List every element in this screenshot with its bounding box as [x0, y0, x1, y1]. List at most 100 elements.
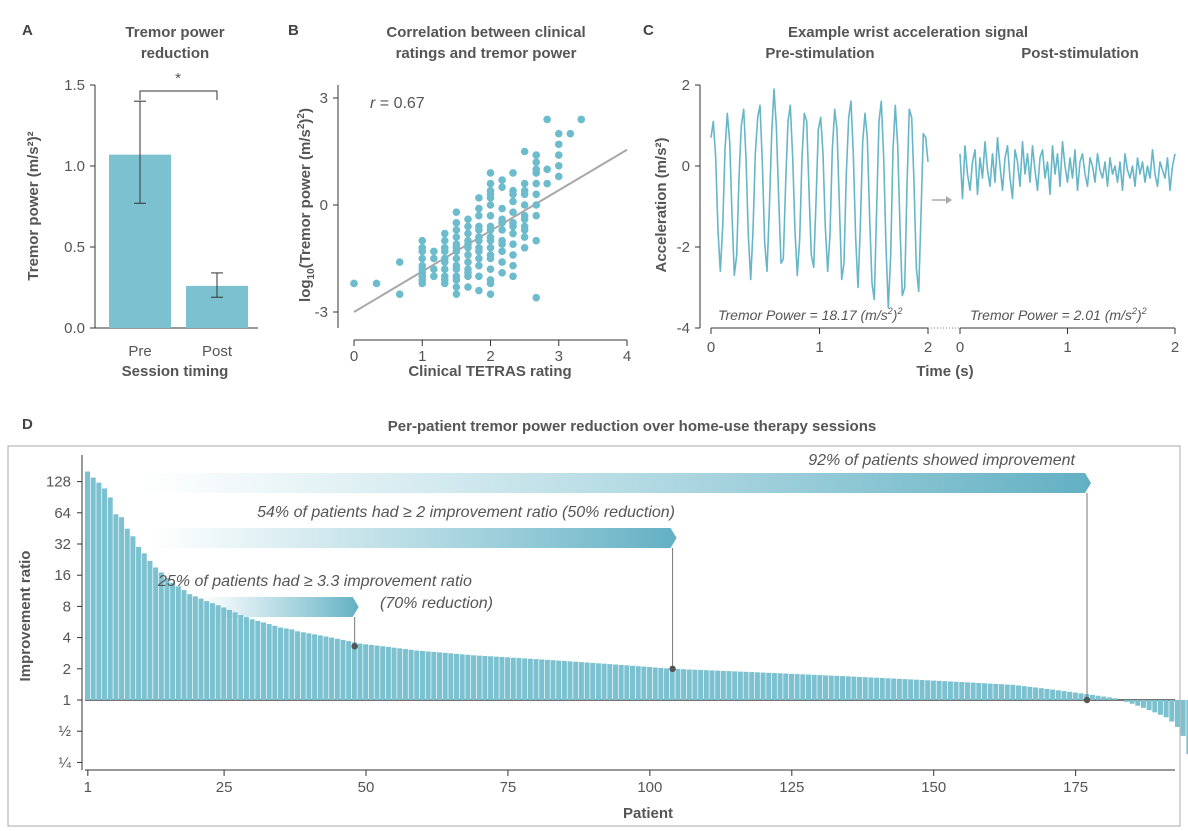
panel-d-bar: [340, 639, 346, 700]
panel-d-bar: [1123, 700, 1129, 702]
panel-d-bar: [709, 670, 715, 700]
panel-b-point: [475, 247, 483, 256]
panel-b-point: [452, 219, 461, 227]
panel-d-bar: [192, 596, 198, 700]
panel-c-ytick-label: -2: [677, 239, 690, 256]
panel-b-title-line-1: Correlation between clinical: [386, 24, 585, 41]
panel-b-point: [498, 204, 506, 213]
panel-b-point: [475, 236, 483, 245]
correlation-r: r = 0.67: [370, 95, 425, 112]
panel-d-bar: [868, 677, 874, 700]
post-stimulation-label: Post-stimulation: [1021, 45, 1139, 62]
panel-d-bar: [953, 681, 959, 700]
panel-b-point: [475, 254, 483, 263]
panel-d-bar: [295, 631, 301, 700]
panel-b-point: [498, 176, 506, 184]
panel-d-ytick-label: ½: [58, 723, 71, 740]
panel-b-point: [498, 219, 506, 227]
panel-a-xlabel: Session timing: [122, 363, 229, 380]
panel-d-bar: [90, 477, 96, 700]
panel-b-point: [532, 190, 541, 199]
panel-c-xtick-label: 1: [1063, 339, 1071, 356]
panel-d-title: Per-patient tremor power reduction over …: [388, 418, 876, 435]
panel-d-bar: [510, 657, 516, 700]
panel-b-point: [440, 276, 449, 284]
panel-d-bar: [374, 645, 380, 700]
annotation-marker-3: [351, 643, 358, 650]
panel-d-bar: [215, 605, 221, 700]
panel-d-bar: [976, 682, 982, 700]
panel-b-point: [464, 251, 472, 259]
annotation-25-percent-line-2: (70% reduction): [380, 595, 493, 612]
panel-d-bar: [783, 673, 789, 700]
panel-b-xtick-label: 4: [623, 348, 631, 365]
panel-d-bar: [368, 644, 374, 700]
panel-d-bar: [925, 680, 931, 700]
panel-c-ylabel: Acceleration (m/s²): [653, 137, 670, 272]
panel-d-bar: [493, 656, 499, 700]
panel-c-transition-arrow-head: [946, 196, 952, 204]
panel-b-point: [440, 236, 449, 245]
panel-b-point: [486, 251, 495, 259]
panel-b-title-line-2: ratings and tremor power: [396, 45, 577, 62]
panel-d-bar: [1027, 686, 1033, 700]
panel-label-a: A: [22, 22, 33, 39]
panel-d-ytick-label: ¼: [58, 754, 71, 771]
panel-c-xtick-label: 0: [956, 339, 964, 356]
annotation-54-percent: 54% of patients had ≥ 2 improvement rati…: [257, 504, 675, 521]
panel-d-bar: [817, 675, 823, 700]
panel-d-bar: [1157, 700, 1163, 715]
panel-d-bar: [505, 657, 511, 700]
panel-b-point: [486, 201, 495, 209]
panel-d-bar: [1033, 687, 1039, 700]
panel-d-bar: [226, 609, 232, 700]
panel-a-ytick-label: 0.5: [64, 239, 85, 256]
panel-b-ytick-label: 0: [320, 197, 328, 214]
panel-label-b: B: [288, 22, 299, 39]
panel-d-bar: [260, 622, 266, 700]
panel-d-bar: [238, 615, 244, 700]
panel-b-point: [440, 229, 449, 238]
panel-d-bar: [578, 662, 584, 700]
panel-b-point: [532, 293, 541, 302]
panel-d-bar: [1146, 700, 1152, 711]
panel-d-bar: [675, 669, 681, 700]
panel-b-point: [475, 204, 483, 213]
panel-d-bar: [357, 643, 363, 700]
panel-b-point: [452, 254, 461, 263]
panel-b-point: [543, 115, 551, 124]
panel-d-bar: [919, 679, 925, 700]
panel-b-axes: 0 1 2 3 4 -3 0 3: [315, 85, 631, 365]
panel-a-ytick-label: 1.0: [64, 158, 85, 175]
panel-d-bar: [647, 667, 653, 700]
panel-c-xlabel: Time (s): [916, 363, 973, 380]
panel-d-bar: [715, 670, 721, 700]
panel-d-bar: [891, 678, 897, 700]
panel-b-point: [509, 251, 517, 259]
panel-c-xtick-label: 1: [815, 339, 823, 356]
panel-d-bar: [703, 670, 709, 700]
panel-d-bar: [584, 662, 590, 700]
panel-b-point: [554, 129, 563, 138]
panel-d-bar: [669, 668, 675, 700]
panel-d-bar: [516, 658, 522, 700]
panel-d-bar: [153, 567, 159, 700]
panel-d-bar: [289, 629, 295, 700]
panel-b-point: [418, 244, 427, 252]
panel-d-bar: [459, 654, 465, 700]
panel-b-point: [509, 208, 517, 216]
panel-a: A Tremor power reduction 0.0 0.5 1.0 1.5 Pre…: [22, 22, 258, 380]
panel-d-bar: [385, 646, 391, 700]
panel-d-bar: [1106, 697, 1112, 700]
panel-b-point: [509, 169, 517, 177]
panel-label-d: D: [22, 416, 33, 433]
panel-d-bar: [874, 677, 880, 700]
panel-b-point: [464, 215, 472, 224]
panel-d-bar: [85, 471, 90, 700]
panel-b-point: [452, 283, 461, 291]
panel-d-xtick-label: 50: [358, 779, 375, 796]
panel-d-bar: [476, 655, 482, 700]
panel-d-bar: [102, 488, 108, 700]
panel-b-point: [486, 244, 495, 252]
panel-b-point: [498, 183, 506, 191]
